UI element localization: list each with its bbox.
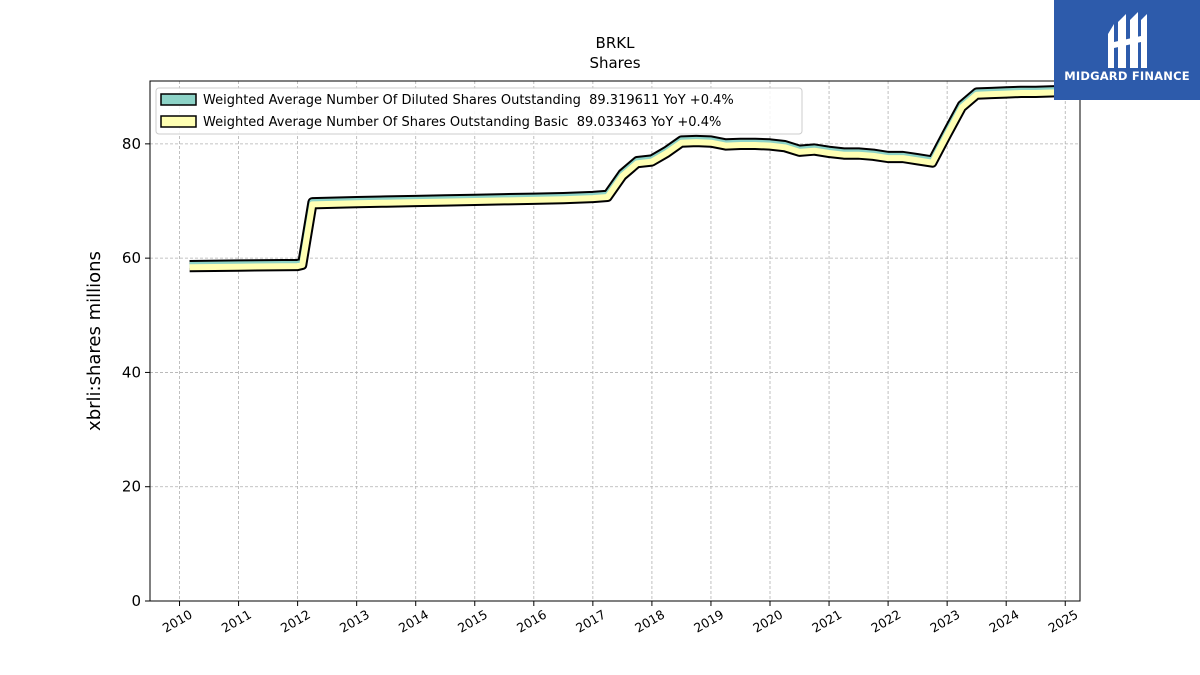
series-lines — [189, 85, 1056, 273]
x-tick-label: 2010 — [160, 607, 195, 636]
x-tick-label: 2022 — [868, 607, 903, 636]
midgard-logo-icon — [1108, 12, 1147, 68]
legend-label-1: Weighted Average Number Of Shares Outsta… — [203, 115, 721, 130]
y-tick-label: 0 — [131, 592, 141, 610]
y-tick-label: 60 — [122, 249, 141, 267]
legend-swatch-0 — [160, 93, 197, 106]
y-tick-label: 20 — [122, 478, 141, 496]
x-tick-label: 2016 — [514, 607, 549, 636]
x-tick-label: 2021 — [809, 607, 844, 636]
chart-subtitle: Shares — [589, 54, 640, 72]
y-axis: 0 20 40 60 80 — [122, 135, 150, 610]
x-tick-label: 2019 — [691, 607, 726, 636]
y-tick-label: 80 — [122, 135, 141, 153]
y-tick-label: 40 — [122, 363, 141, 381]
legend-swatch-1 — [160, 115, 197, 128]
legend: Weighted Average Number Of Diluted Share… — [155, 87, 803, 135]
series-line-1 — [189, 89, 1056, 271]
x-tick-label: 2020 — [750, 607, 785, 636]
x-tick-label: 2012 — [278, 607, 313, 636]
x-tick-label: 2013 — [337, 607, 372, 636]
plot-frame — [149, 80, 1081, 602]
chart-title: BRKL — [596, 34, 636, 52]
legend-box — [155, 87, 803, 135]
x-tick-label: 2017 — [573, 607, 608, 636]
grid — [150, 81, 1080, 602]
x-tick-label: 2025 — [1045, 607, 1080, 636]
x-axis: 2010 2011 2012 2013 2014 2015 2016 2017 2018 2019… — [160, 601, 1081, 636]
x-tick-label: 2018 — [632, 607, 667, 636]
brand-name: MIDGARD FINANCE — [1064, 69, 1190, 83]
x-tick-label: 2011 — [219, 607, 254, 636]
x-tick-label: 2015 — [455, 607, 490, 636]
x-tick-label: 2014 — [396, 607, 431, 636]
brand-logo: MIDGARD FINANCE — [1054, 0, 1200, 100]
legend-label-0: Weighted Average Number Of Diluted Share… — [203, 93, 734, 108]
x-tick-label: 2023 — [927, 607, 962, 636]
x-tick-label: 2024 — [986, 607, 1021, 636]
y-axis-label: xbrli:shares millions — [84, 251, 105, 431]
